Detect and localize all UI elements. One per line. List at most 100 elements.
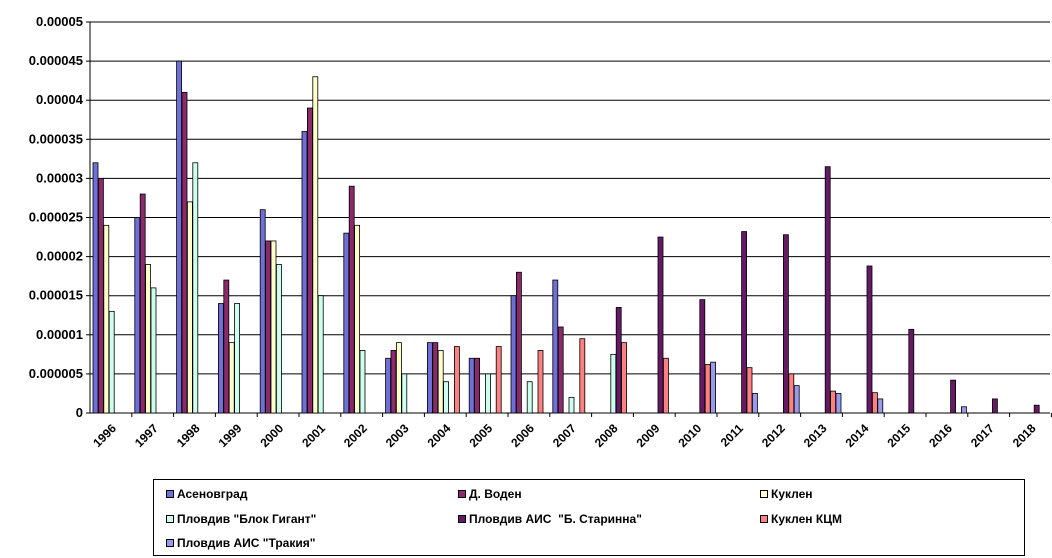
legend-swatch (760, 490, 768, 498)
x-tick-label: 2016 (926, 421, 955, 450)
y-tick-label: 0.000045 (29, 53, 83, 68)
y-tick-label: 0.00003 (36, 170, 83, 185)
bar (432, 342, 439, 414)
legend-label: Куклен КЦМ (771, 512, 842, 526)
legend-swatch (760, 515, 768, 523)
bar (516, 271, 522, 414)
bar (610, 353, 617, 414)
bar (835, 393, 842, 414)
bar (228, 342, 235, 414)
legend-swatch (166, 490, 174, 498)
bar (866, 265, 873, 414)
bar (139, 193, 146, 414)
y-tick-label: 0.00001 (36, 327, 83, 342)
legend-item: Пловдив "Блок Гигант" (166, 511, 316, 527)
bar (426, 342, 433, 414)
bar (468, 357, 475, 414)
bar-chart: 0 0.000005 0.00001 0.000015 0.00002 0.000025 0… (29, 14, 1052, 450)
bar (615, 307, 622, 414)
legend-item: Пловдив АИС "Тракия" (166, 535, 315, 551)
bar (495, 346, 502, 414)
bar (484, 373, 491, 414)
legend-item: Пловдив АИС "Б. Старинна" (458, 511, 642, 527)
x-tick-label: 2013 (801, 421, 830, 450)
bar (265, 240, 272, 414)
x-tick-label: 2011 (718, 421, 747, 450)
legend-swatch (458, 515, 466, 523)
bar (385, 357, 392, 414)
x-tick-label: 2007 (550, 421, 579, 450)
legend-swatch (458, 490, 466, 498)
x-tick-label: 2009 (634, 421, 663, 450)
bar (992, 398, 998, 414)
legend-label: Д. Воден (469, 487, 522, 501)
legend-label: Пловдив АИС "Тракия" (177, 536, 316, 550)
legend-label: Пловдив АИС "Б. Старинна" (469, 512, 642, 526)
bar (710, 361, 716, 414)
bar (663, 357, 669, 414)
bar (354, 224, 361, 414)
legend-swatch (166, 515, 174, 523)
bar (704, 364, 711, 414)
x-tick-label: 2005 (466, 421, 495, 450)
bar (752, 393, 758, 414)
y-tick-label: 0.00002 (36, 249, 83, 264)
x-tick-label: 2017 (968, 421, 997, 450)
x-tick-label: 2014 (843, 421, 872, 450)
bar (259, 209, 266, 414)
bar (961, 406, 967, 414)
x-tick-label: 2002 (341, 421, 370, 450)
bar (1033, 404, 1040, 414)
x-tick-label: 2010 (675, 421, 704, 450)
bar (877, 398, 884, 414)
bar (359, 350, 366, 414)
bar (134, 217, 141, 414)
bar (317, 295, 324, 414)
bar (788, 373, 795, 414)
bar (223, 279, 230, 414)
x-tick-label: 2003 (383, 421, 412, 450)
bar (783, 234, 789, 414)
bar (437, 350, 444, 414)
bar (401, 373, 408, 414)
bar (950, 379, 956, 414)
bar (176, 60, 183, 414)
legend-label: Асеновград (177, 487, 248, 501)
x-tick-label: 1996 (90, 421, 119, 450)
bar (192, 162, 199, 414)
bar (145, 264, 152, 414)
bar (793, 385, 800, 414)
bar (557, 326, 564, 414)
y-tick-label: 0.00004 (36, 92, 84, 107)
bar (395, 342, 402, 414)
bar (92, 162, 99, 414)
bar (108, 310, 115, 414)
legend-item: Д. Воден (458, 486, 522, 502)
x-tick-label: 1997 (132, 421, 161, 450)
legend-item: Куклен (760, 486, 813, 502)
bar (217, 303, 224, 414)
x-tick-label: 2004 (425, 421, 454, 450)
bar (443, 381, 450, 414)
bar (872, 392, 878, 414)
bar (552, 279, 559, 414)
bar (306, 107, 313, 414)
bar (103, 224, 110, 414)
bar (270, 240, 277, 414)
bar (390, 350, 397, 414)
bar (579, 338, 586, 414)
bar (343, 232, 350, 414)
bar (275, 264, 282, 414)
legend-item: Куклен КЦМ (760, 511, 842, 527)
chart-legend: Асеновград Д. Воден Куклен Пловдив "Блок Ги… (153, 479, 1025, 556)
bar (741, 231, 747, 414)
bar (301, 131, 308, 414)
legend-label: Пловдив "Блок Гигант" (177, 512, 317, 526)
bar (526, 381, 533, 414)
x-tick-label: 2012 (759, 421, 788, 450)
x-tick-label: 1999 (216, 421, 245, 450)
x-tick-label: 2008 (592, 421, 621, 450)
bar (186, 201, 193, 414)
bar (150, 287, 157, 414)
bar (234, 303, 241, 414)
